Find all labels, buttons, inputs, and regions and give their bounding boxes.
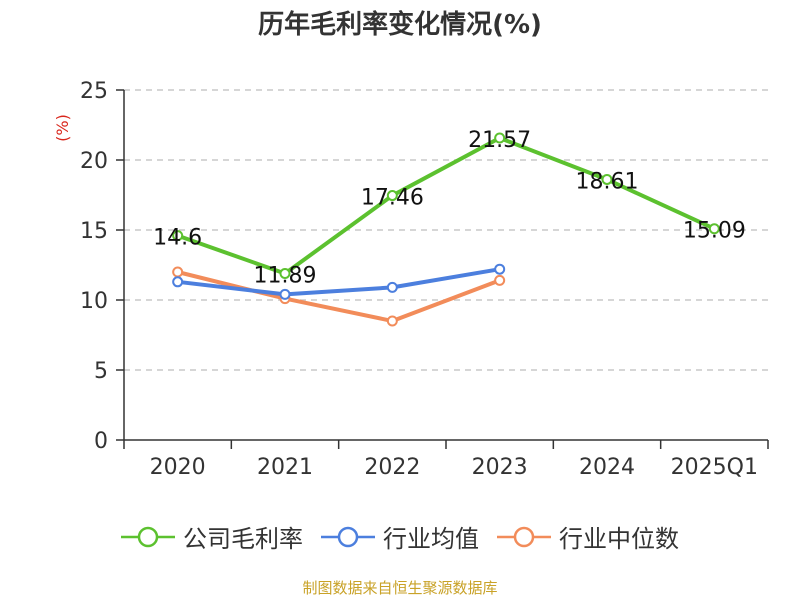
legend-item[interactable]: 行业均值	[321, 519, 479, 554]
legend: 公司毛利率 行业均值 行业中位数	[0, 519, 800, 554]
data-point	[494, 132, 506, 144]
y-axis-label: (%)	[53, 114, 72, 142]
legend-swatch-icon	[121, 526, 175, 547]
data-point	[386, 190, 398, 202]
data-point	[494, 263, 506, 275]
y-tick-label: 25	[80, 79, 108, 104]
x-tick-label: 2021	[257, 455, 313, 480]
series-line-1	[177, 267, 501, 297]
legend-item[interactable]: 行业中位数	[497, 519, 679, 554]
legend-swatch-icon	[321, 526, 375, 547]
y-tick-label: 15	[80, 219, 108, 244]
data-point	[386, 281, 398, 293]
data-point	[172, 230, 184, 242]
x-tick-label: 2025Q1	[671, 455, 758, 480]
source-note: 制图数据来自恒生聚源数据库	[302, 579, 498, 597]
data-label: 14.6	[153, 226, 202, 251]
x-tick-label: 2023	[472, 455, 528, 480]
y-tick-label: 20	[80, 149, 108, 174]
x-tick-label: 2020	[150, 455, 206, 480]
y-tick-label: 10	[80, 289, 108, 314]
data-label: 21.57	[468, 128, 531, 153]
data-label: 15.09	[683, 219, 746, 244]
x-tick-label: 2022	[364, 455, 420, 480]
data-point	[601, 173, 613, 185]
data-point	[172, 276, 184, 288]
series-line-2	[177, 270, 501, 323]
legend-swatch-icon	[497, 526, 551, 547]
y-tick-label: 0	[94, 429, 108, 454]
data-label: 11.89	[254, 264, 317, 289]
data-point	[172, 266, 184, 278]
legend-item[interactable]: 公司毛利率	[121, 519, 303, 554]
legend-label: 公司毛利率	[183, 525, 303, 553]
data-point	[386, 315, 398, 327]
data-label: 17.46	[361, 186, 424, 211]
data-point	[708, 223, 720, 235]
data-point	[494, 274, 506, 286]
legend-label: 行业均值	[383, 525, 479, 553]
chart-title: 历年毛利率变化情况(%)	[258, 10, 542, 40]
data-label: 18.61	[576, 169, 639, 194]
y-tick-label: 5	[94, 359, 108, 384]
data-point	[279, 288, 291, 300]
x-tick-label: 2024	[579, 455, 635, 480]
series-line-0	[177, 136, 716, 276]
legend-label: 行业中位数	[559, 525, 679, 553]
data-point	[279, 268, 291, 280]
